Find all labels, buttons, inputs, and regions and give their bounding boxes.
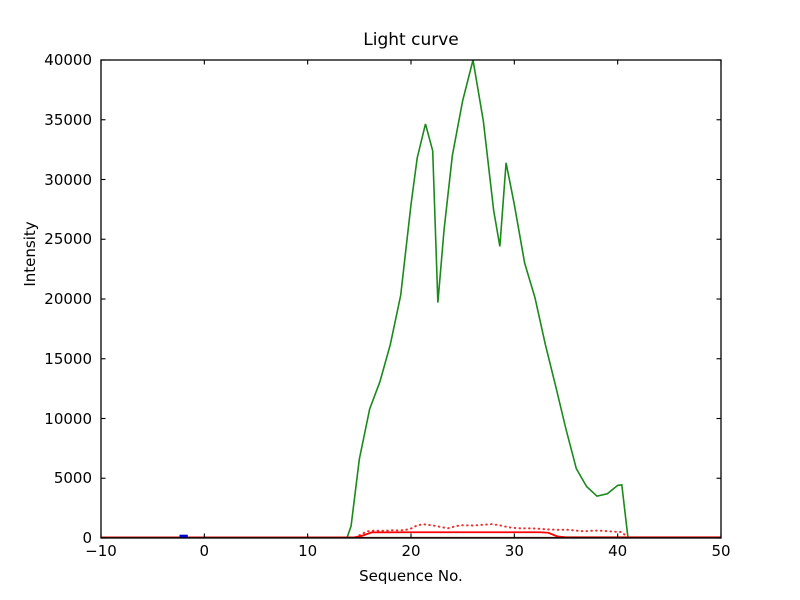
chart-title: Light curve <box>363 30 459 50</box>
y-tick-label: 25000 <box>44 230 92 249</box>
x-tick-label: 50 <box>711 542 731 560</box>
x-tick-label: 20 <box>401 542 421 560</box>
y-tick-label: 0 <box>82 529 92 547</box>
y-tick-label: 5000 <box>53 469 92 488</box>
x-tick-label: 40 <box>608 542 628 560</box>
x-tick-label: −10 <box>85 542 117 560</box>
y-tick-label: 10000 <box>44 409 92 428</box>
y-tick-label: 20000 <box>44 290 92 308</box>
y-tick-label: 30000 <box>44 170 92 189</box>
axes-spines <box>100 59 722 539</box>
series-green-curve <box>101 60 721 538</box>
x-axis-label: Sequence No. <box>359 567 463 585</box>
y-tick-label: 35000 <box>44 110 92 129</box>
y-tick-label: 15000 <box>44 349 92 368</box>
x-tick-label: 30 <box>504 542 524 560</box>
y-tick-label: 40000 <box>44 51 92 69</box>
x-tick-label: 10 <box>298 542 318 560</box>
x-tick-label: 0 <box>199 542 210 560</box>
series-red-dotted-curve <box>101 523 721 538</box>
